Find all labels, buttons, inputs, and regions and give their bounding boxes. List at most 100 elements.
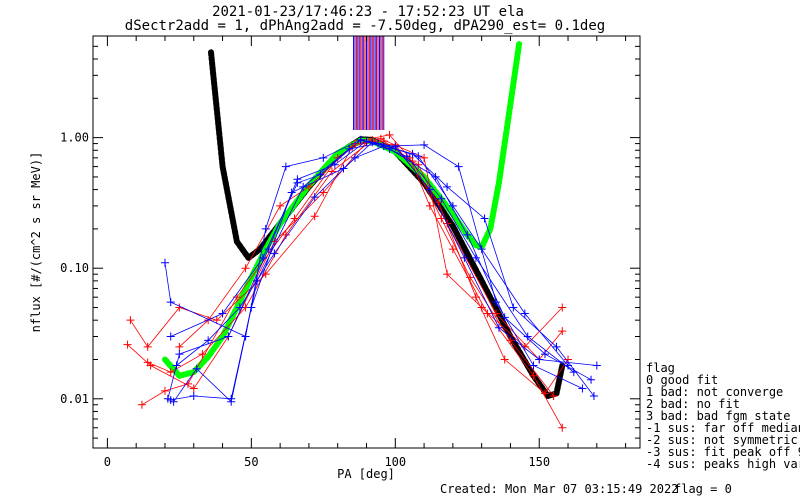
data-point — [500, 313, 509, 322]
x-tick-label: 150 — [528, 455, 550, 469]
data-point — [414, 152, 423, 161]
axes: 0 50 100 150 0.01 0.10 1.00 — [60, 35, 640, 469]
legend-item: 0 good fit — [646, 373, 718, 387]
data-point — [385, 144, 394, 153]
data-point — [290, 214, 299, 223]
data-point — [483, 309, 492, 318]
data-point — [509, 303, 518, 312]
legend-item: -4 sus: peaks high var — [646, 457, 800, 471]
data-point — [204, 336, 213, 345]
y-tick-label: 1.00 — [60, 131, 89, 145]
data-point — [166, 332, 175, 341]
data-point — [443, 270, 452, 279]
data-point — [535, 355, 544, 364]
data-point — [589, 392, 598, 401]
data-point — [529, 371, 538, 380]
y-tick-label: 0.01 — [60, 392, 89, 406]
data-point — [264, 245, 273, 254]
data-point — [293, 178, 302, 187]
data-point — [506, 336, 515, 345]
data-point — [258, 253, 267, 262]
x-axis-title: PA [deg] — [337, 467, 395, 481]
data-point — [137, 400, 146, 409]
data-point — [276, 201, 285, 210]
data-point — [454, 162, 463, 171]
data-point — [192, 364, 201, 373]
data-point — [339, 164, 348, 173]
created-timestamp: Created: Mon Mar 07 03:15:49 2022 — [440, 482, 678, 496]
data-point — [463, 230, 472, 239]
data-point — [299, 182, 308, 191]
data-point — [374, 139, 383, 148]
legend-item: -2 sus: not symmetric — [646, 433, 798, 447]
data-point — [494, 323, 503, 332]
data-point — [261, 224, 270, 233]
legend-item: 2 bad: no fit — [646, 397, 740, 411]
data-point — [540, 350, 549, 359]
pa-series-line — [170, 139, 592, 381]
data-point — [520, 309, 529, 318]
data-point — [172, 361, 181, 370]
legend-item: 3 bad: bad fgm state — [646, 409, 791, 423]
pa-series-line — [167, 140, 575, 399]
data-point — [319, 188, 328, 197]
data-point — [143, 342, 152, 351]
data-point — [587, 375, 596, 384]
data-point — [175, 350, 184, 359]
data-point — [160, 386, 169, 395]
data-point — [166, 368, 175, 377]
x-tick-label: 100 — [384, 455, 406, 469]
data-point — [549, 392, 558, 401]
pa-series-line — [147, 139, 563, 373]
pa-series-line — [164, 139, 597, 366]
data-point — [160, 258, 169, 267]
data-point — [420, 140, 429, 149]
data-point — [460, 253, 469, 262]
data-point — [345, 144, 354, 153]
data-point — [443, 182, 452, 191]
data-point — [143, 358, 152, 367]
data-point — [437, 194, 446, 203]
data-point — [350, 153, 359, 162]
data-point — [385, 130, 394, 139]
data-point — [420, 153, 429, 162]
data-point — [552, 342, 561, 351]
data-point — [523, 332, 532, 341]
data-point — [402, 152, 411, 161]
data-point — [425, 185, 434, 194]
data-point — [492, 298, 501, 307]
data-point — [471, 253, 480, 262]
data-point — [310, 193, 319, 202]
data-point — [592, 361, 601, 370]
data-point — [189, 392, 198, 401]
data-point — [316, 170, 325, 179]
y-tick-label: 0.10 — [60, 261, 89, 275]
data-point — [218, 309, 227, 318]
pa-series-line — [173, 143, 569, 403]
y-axis-title: nflux [#/(cm^2 s sr MeV)] — [29, 152, 43, 333]
title-line-1: 2021-01-23/17:46:23 - 17:52:23 UT ela — [212, 4, 524, 20]
data-point — [235, 303, 244, 312]
title-line-2: dSectr2add = 1, dPhAng2add = -7.50deg, d… — [125, 18, 605, 34]
data-point — [198, 350, 207, 359]
data-point — [466, 273, 475, 282]
footer-flag: flag = 0 — [674, 482, 732, 496]
legend-item: -1 sus: far off median — [646, 421, 800, 435]
data-point — [319, 153, 328, 162]
data-point — [310, 212, 319, 221]
legend-title: flag — [646, 361, 675, 375]
data-point — [227, 397, 236, 406]
data-point — [558, 303, 567, 312]
data-point — [123, 340, 132, 349]
data-point — [281, 162, 290, 171]
data-point — [425, 201, 434, 210]
data-point — [578, 384, 587, 393]
data-point — [431, 172, 440, 181]
data-point — [500, 355, 509, 364]
data-point — [241, 264, 250, 273]
legend-item: 1 bad: not converge — [646, 385, 783, 399]
data-point — [529, 361, 538, 370]
data-point — [437, 214, 446, 223]
data-point — [169, 397, 178, 406]
pa-series-line — [170, 141, 595, 401]
